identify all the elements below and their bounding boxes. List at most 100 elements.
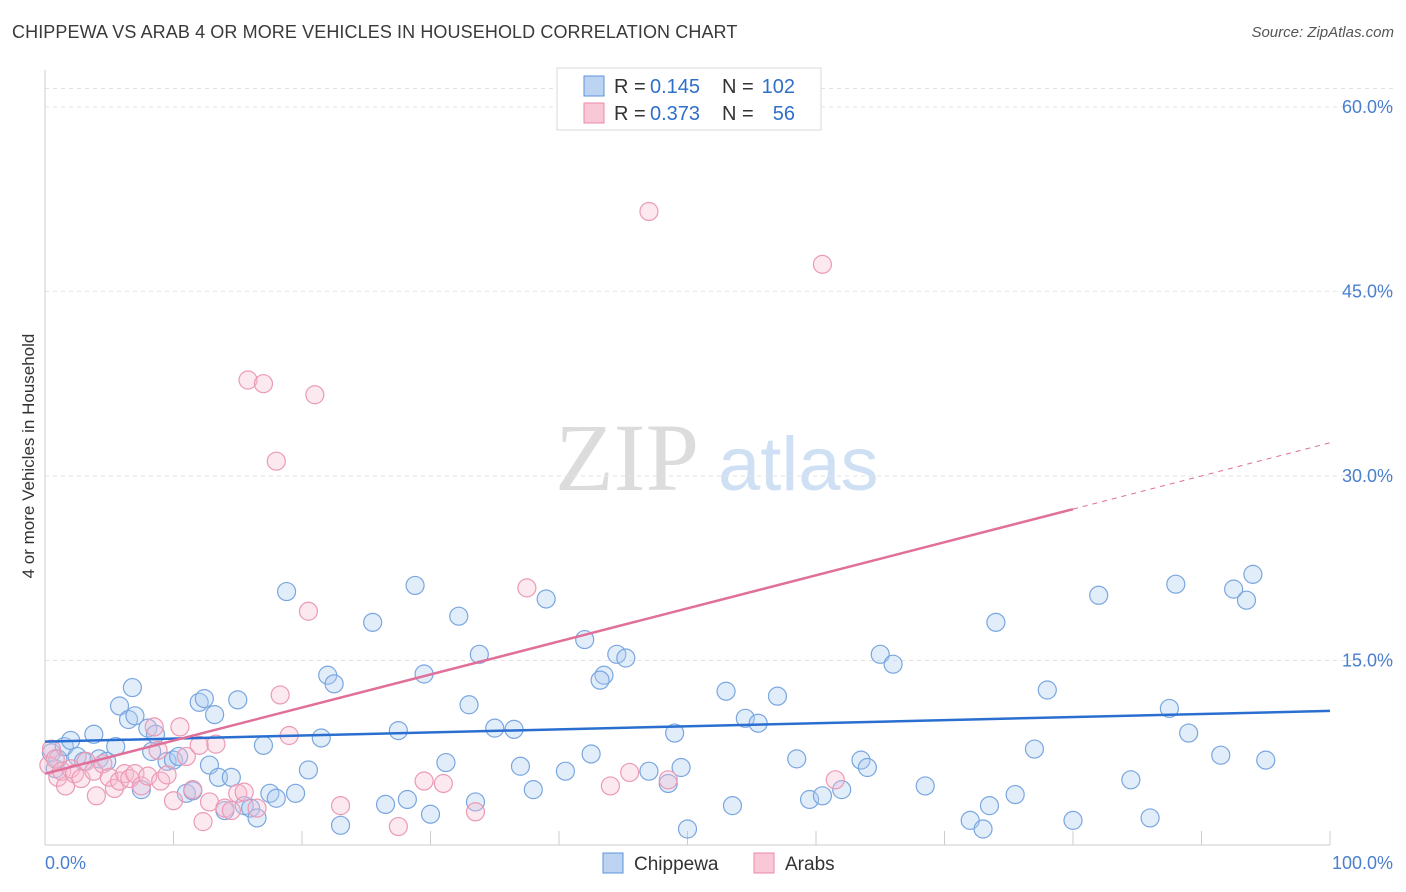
point-chippewa-90 xyxy=(979,796,1000,816)
legend-r-label-2: R = xyxy=(614,103,646,125)
point-chippewa-36 xyxy=(260,783,280,803)
point-chippewa-85 xyxy=(870,644,890,664)
point-chippewa-71 xyxy=(665,723,685,743)
point-chippewa-38 xyxy=(276,581,297,602)
point-chippewa-89 xyxy=(973,819,993,839)
point-arabs-49 xyxy=(465,802,486,822)
point-chippewa-99 xyxy=(1159,698,1179,719)
point-arabs-54 xyxy=(658,770,678,790)
bottom-legend-label-arabs: Arabs xyxy=(785,854,835,875)
point-chippewa-16 xyxy=(138,718,158,738)
y-tick-label-0: 15.0% xyxy=(1342,650,1393,670)
legend-swatch-chippewa xyxy=(583,75,605,97)
point-chippewa-35 xyxy=(253,735,274,755)
point-chippewa-106 xyxy=(1256,750,1276,770)
point-arabs-11 xyxy=(86,786,107,806)
point-chippewa-41 xyxy=(311,728,331,748)
point-chippewa-48 xyxy=(397,789,417,810)
point-chippewa-74 xyxy=(716,681,736,701)
point-chippewa-104 xyxy=(1236,590,1257,610)
point-arabs-25 xyxy=(163,791,184,811)
point-chippewa-45 xyxy=(363,612,383,632)
point-arabs-51 xyxy=(600,776,621,796)
point-chippewa-81 xyxy=(812,786,833,806)
bottom-legend: Chippewa Arabs xyxy=(602,852,835,875)
point-chippewa-101 xyxy=(1179,723,1199,743)
point-arabs-30 xyxy=(193,812,213,832)
point-chippewa-39 xyxy=(285,783,306,803)
point-arabs-44 xyxy=(305,385,325,405)
trend-line-chippewa xyxy=(44,709,1331,743)
point-chippewa-78 xyxy=(767,686,788,706)
point-chippewa-54 xyxy=(465,792,486,812)
point-chippewa-72 xyxy=(671,757,691,778)
point-chippewa-31 xyxy=(228,690,248,710)
point-chippewa-27 xyxy=(205,705,225,725)
point-chippewa-84 xyxy=(857,757,878,778)
legend-n-value-chippewa: 102 xyxy=(762,76,795,98)
point-chippewa-105 xyxy=(1243,564,1263,584)
trend-line-arabs xyxy=(44,507,1074,775)
point-chippewa-59 xyxy=(510,756,531,776)
point-arabs-29 xyxy=(189,735,209,755)
point-chippewa-64 xyxy=(581,744,601,764)
point-chippewa-61 xyxy=(536,589,556,609)
legend-n-label-1: N = xyxy=(722,76,754,98)
point-arabs-55 xyxy=(812,254,833,274)
legend-r-value-chippewa: 0.145 xyxy=(650,76,700,98)
y-tick-label-2: 45.0% xyxy=(1342,281,1393,301)
point-chippewa-34 xyxy=(247,808,267,828)
chart-title: CHIPPEWA VS ARAB 4 OR MORE VEHICLES IN H… xyxy=(12,22,738,42)
point-arabs-52 xyxy=(620,762,640,783)
point-chippewa-68 xyxy=(616,648,636,668)
point-chippewa-49 xyxy=(405,575,425,596)
point-chippewa-96 xyxy=(1089,585,1109,605)
point-chippewa-43 xyxy=(324,674,344,694)
point-chippewa-11 xyxy=(109,696,130,716)
point-chippewa-52 xyxy=(436,752,456,773)
point-arabs-53 xyxy=(639,201,659,222)
point-chippewa-21 xyxy=(169,746,189,767)
chart-source: Source: ZipAtlas.com xyxy=(1251,24,1394,41)
y-tick-labels: 15.0% 30.0% 45.0% 60.0% xyxy=(1342,97,1393,671)
series-arabs-points xyxy=(39,201,845,837)
trend-lines xyxy=(44,442,1331,775)
point-arabs-7 xyxy=(64,764,85,784)
point-arabs-37 xyxy=(238,370,258,390)
point-chippewa-60 xyxy=(523,780,543,800)
y-axis-label: 4 or more Vehicles in Household xyxy=(19,334,38,579)
legend-box: R = 0.145 N = 102 R = 0.373 N = 56 xyxy=(556,67,822,131)
point-chippewa-51 xyxy=(420,804,441,824)
point-arabs-43 xyxy=(298,601,319,621)
point-arabs-19 xyxy=(131,776,151,796)
point-chippewa-30 xyxy=(221,767,241,787)
bottom-legend-label-chippewa: Chippewa xyxy=(634,854,719,875)
point-chippewa-25 xyxy=(194,689,214,709)
point-arabs-36 xyxy=(234,782,254,802)
point-chippewa-37 xyxy=(266,788,286,808)
point-chippewa-82 xyxy=(832,780,852,800)
legend-swatch-arabs xyxy=(583,102,605,124)
series-chippewa-points xyxy=(41,564,1276,839)
point-arabs-34 xyxy=(221,800,241,821)
x-tick-label-0: 0.0% xyxy=(45,853,86,873)
point-chippewa-62 xyxy=(555,761,576,781)
bottom-legend-swatch-chippewa xyxy=(602,852,624,874)
point-arabs-48 xyxy=(433,773,453,794)
point-chippewa-47 xyxy=(388,720,408,741)
point-arabs-20 xyxy=(138,766,158,786)
y-tick-label-3: 60.0% xyxy=(1342,97,1393,117)
point-chippewa-87 xyxy=(915,776,935,796)
point-chippewa-76 xyxy=(735,708,755,728)
point-chippewa-40 xyxy=(298,760,319,780)
watermark-zip: ZIP xyxy=(555,404,699,511)
point-chippewa-94 xyxy=(1037,680,1057,700)
point-chippewa-97 xyxy=(1121,770,1141,790)
point-chippewa-102 xyxy=(1211,745,1231,765)
point-arabs-38 xyxy=(247,798,267,818)
point-chippewa-91 xyxy=(986,612,1006,632)
point-arabs-40 xyxy=(266,451,286,471)
point-arabs-2 xyxy=(45,749,65,769)
trend-line-arabs-extension xyxy=(1072,442,1331,510)
